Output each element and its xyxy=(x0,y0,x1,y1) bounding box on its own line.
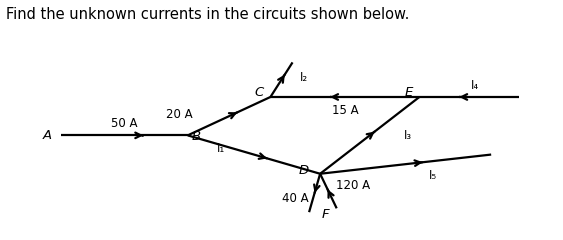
Text: I₅: I₅ xyxy=(429,169,437,182)
Text: I₂: I₂ xyxy=(300,71,307,84)
Text: C: C xyxy=(255,86,264,99)
Text: D: D xyxy=(298,164,309,177)
Text: B: B xyxy=(191,130,200,143)
Text: Find the unknown currents in the circuits shown below.: Find the unknown currents in the circuit… xyxy=(6,7,409,22)
Text: 50 A: 50 A xyxy=(111,117,137,130)
Text: I₃: I₃ xyxy=(404,129,413,142)
Text: 120 A: 120 A xyxy=(336,179,370,192)
Text: I₄: I₄ xyxy=(471,79,479,92)
Text: F: F xyxy=(322,208,329,221)
Text: E: E xyxy=(404,86,413,99)
Text: 40 A: 40 A xyxy=(282,192,309,205)
Text: 15 A: 15 A xyxy=(332,104,358,117)
Text: I₁: I₁ xyxy=(217,142,225,155)
Text: A: A xyxy=(42,129,52,142)
Text: 20 A: 20 A xyxy=(166,108,193,121)
